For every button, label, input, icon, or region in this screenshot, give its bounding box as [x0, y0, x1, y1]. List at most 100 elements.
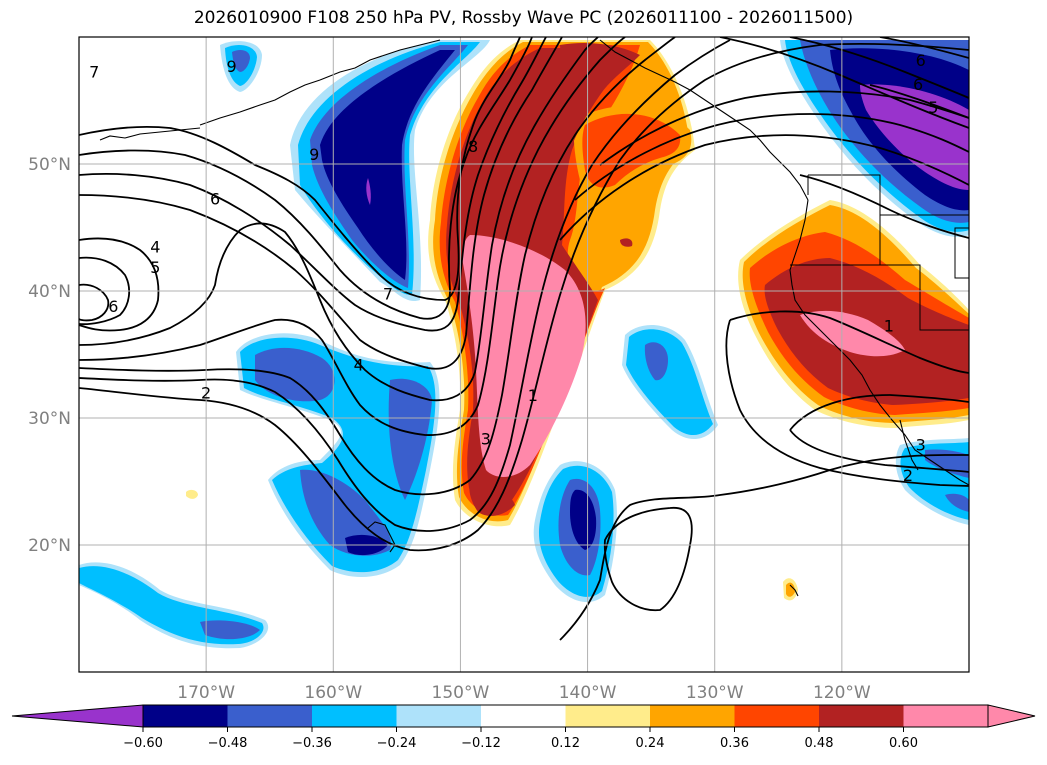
coast-aleutians-west [99, 127, 201, 141]
contour-label: 6 [210, 189, 220, 208]
colorbar-tick-label: 0.36 [720, 736, 749, 751]
colorbar-segment [143, 705, 228, 727]
colorbar-extend-low [11, 704, 144, 728]
x-tick-label: 160°W [304, 683, 362, 703]
contour-label: 6 [916, 51, 926, 70]
negative-anomaly-northeast [780, 40, 969, 237]
contour-label: 4 [150, 238, 160, 257]
coastlines [99, 39, 969, 597]
pv-contour-8 [79, 37, 533, 320]
negative-anomaly-mid [622, 324, 718, 440]
contour-label: 5 [928, 98, 938, 117]
x-tick-label: 170°W [177, 683, 235, 703]
border-state-3 [954, 227, 969, 279]
y-tick-label: 40°N [28, 282, 71, 302]
pv-contour-7 [79, 37, 547, 332]
pv-contour-9 [79, 37, 521, 301]
colorbar-tick-label: 0.24 [636, 736, 665, 751]
y-tick-label: 50°N [28, 155, 71, 175]
colorbar-tick-label: 0.48 [805, 736, 834, 751]
pv-contour-3 [79, 37, 676, 496]
contour-label: 7 [89, 62, 99, 81]
positive-anomaly-small-dots [186, 489, 798, 601]
negative-anomaly-southeast [895, 438, 969, 525]
pv-contour-6 [79, 37, 563, 370]
x-tick-labels: 170°W 160°W 150°W 140°W 130°W 120°W [177, 683, 871, 703]
contour-label: 3 [916, 436, 926, 455]
positive-anomaly-main-ridge [428, 40, 695, 527]
negative-anomaly-subtropical [236, 333, 440, 577]
colorbar-tick-label: −0.24 [377, 736, 417, 751]
pv-contour-2 [79, 39, 731, 532]
pv-contour-1 [79, 42, 969, 552]
pv-contour-ne-4 [799, 174, 969, 239]
colorbar-extend-high [987, 704, 1036, 728]
map-layer [79, 37, 969, 672]
colorbar-tick-label: −0.12 [461, 736, 501, 751]
contour-label: 6 [108, 297, 118, 316]
border-us-canada-states [808, 174, 969, 331]
colorbar-segment [396, 705, 482, 727]
pv-contour-1-east [729, 310, 969, 374]
colorbar-segment [819, 705, 904, 727]
contour-label: 8 [468, 137, 478, 156]
contour-label: 2 [201, 384, 211, 403]
pv-contour-low-mid [79, 256, 131, 326]
colorbar-segment [565, 705, 651, 727]
colorbar-tick-label: 0.12 [551, 736, 580, 751]
coast-bc [599, 39, 809, 201]
coast-alaska-peninsula [319, 39, 441, 81]
y-tick-label: 30°N [28, 409, 71, 429]
colorbar-segment [734, 705, 820, 727]
pv-contour-5 [79, 37, 599, 402]
y-tick-label: 20°N [28, 536, 71, 556]
pv-contour-low-inner [79, 283, 110, 322]
pv-contour-4 [79, 37, 626, 436]
colorbar-tick-label: −0.60 [123, 736, 163, 751]
contour-label: 5 [150, 258, 160, 277]
colorbar-tick-label: 0.60 [889, 736, 918, 751]
chart-title: 2026010900 F108 250 hPa PV, Rossby Wave … [193, 8, 854, 28]
x-tick-label: 130°W [686, 683, 744, 703]
pv-contour-3-east [789, 394, 969, 431]
pv-contour-1d [559, 134, 969, 241]
pv-contour-ne-2 [789, 37, 969, 99]
contour-label: 9 [309, 145, 319, 164]
pv-contour-1c [574, 113, 969, 201]
contour-label: 3 [481, 429, 491, 448]
colorbar-segment [481, 705, 566, 727]
colorbar-segment [650, 705, 735, 727]
colorbar-segment [312, 705, 397, 727]
negative-anomaly-south [533, 461, 617, 603]
pv-contour-ne-5 [869, 84, 969, 119]
x-tick-label: 120°W [813, 683, 871, 703]
pv-contours [79, 37, 969, 641]
coast-baja [899, 419, 919, 471]
colorbar-segment [227, 705, 313, 727]
contour-label: 1 [528, 386, 538, 405]
gridlines [79, 37, 969, 672]
colorbar: −0.60 −0.48 −0.36 −0.24 −0.12 0.12 0.24 0.36 0.4… [11, 704, 1036, 751]
contour-label: 6 [913, 75, 923, 94]
borders [790, 174, 969, 331]
contour-label: 2 [903, 466, 913, 485]
coast-island [789, 584, 799, 597]
contour-label: 1 [884, 316, 894, 335]
y-tick-labels: 20°N 30°N 40°N 50°N [28, 155, 71, 556]
x-tick-label: 140°W [559, 683, 617, 703]
colorbar-segment-top [903, 705, 988, 727]
pv-contour-ne-3 [879, 37, 969, 59]
coast-hawaii [367, 521, 396, 553]
contour-label: 7 [383, 285, 393, 304]
colorbar-tick-label: −0.48 [208, 736, 248, 751]
pv-contour-low-outer [79, 237, 160, 332]
pv-contour-closed-south [603, 507, 693, 612]
coast-us-west [789, 199, 969, 486]
contour-label: 9 [226, 57, 236, 76]
negative-anomaly-west-tail [79, 562, 269, 649]
map-frame [78, 36, 970, 673]
negative-anomaly-gulf [290, 40, 490, 301]
pv-contour-ne-1 [719, 37, 969, 129]
